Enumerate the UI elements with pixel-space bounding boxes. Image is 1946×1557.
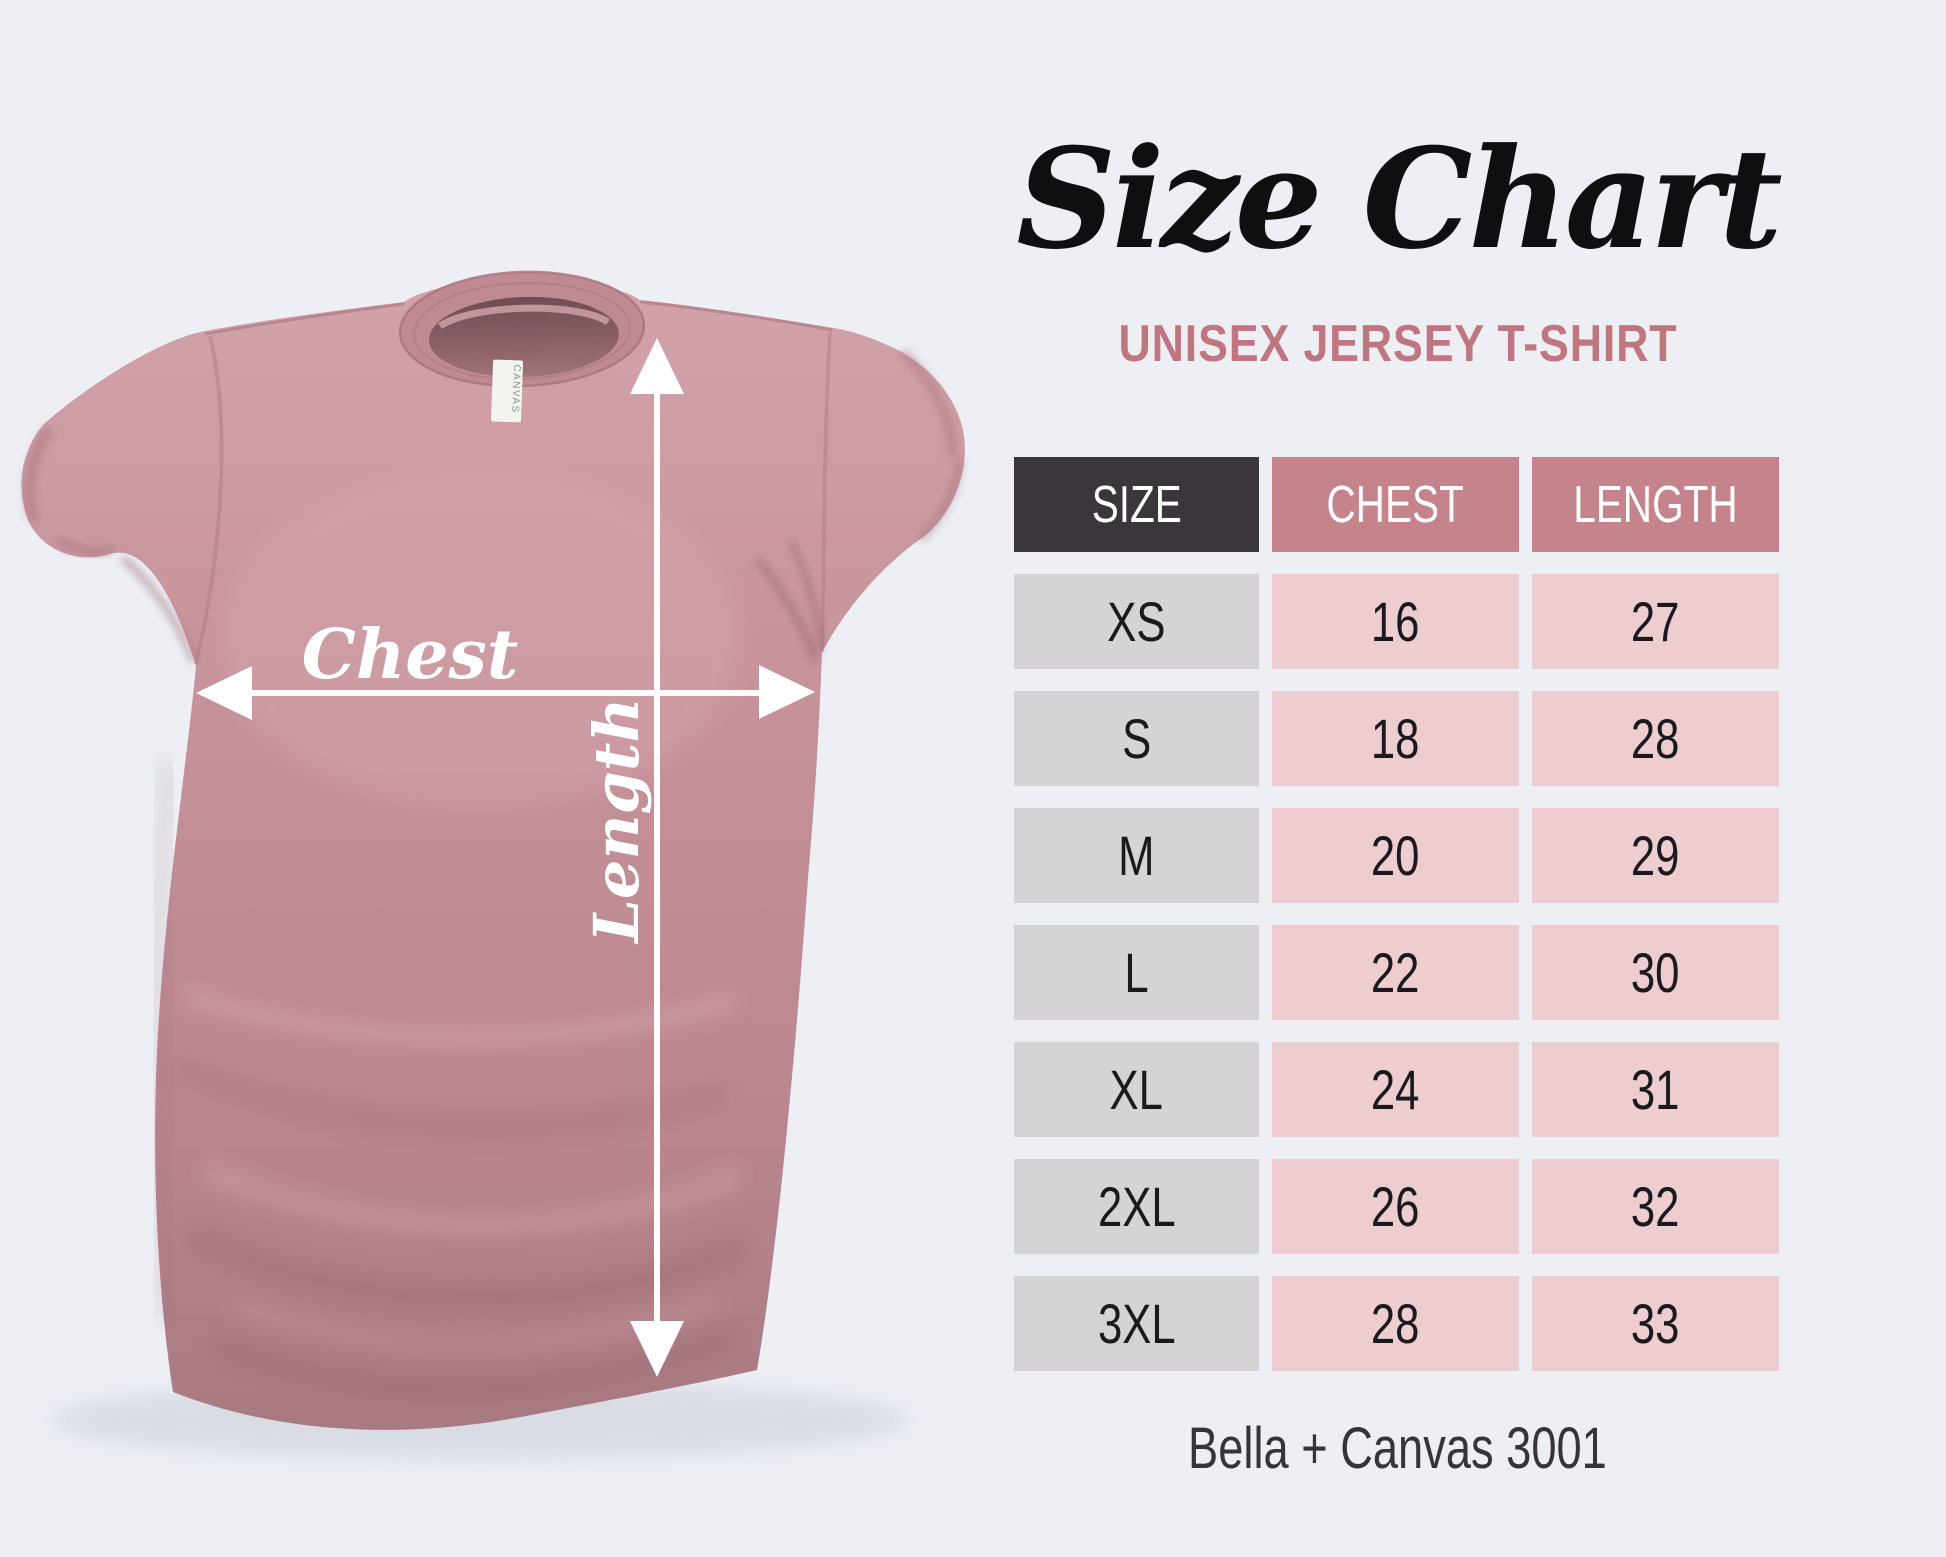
wrinkle	[151, 759, 176, 1321]
col-header-length: LENGTH	[1532, 457, 1779, 552]
footer-note: Bella + Canvas 3001	[1188, 1416, 1607, 1481]
fabric-highlight	[220, 470, 740, 810]
length-measure-label: Length	[580, 697, 653, 944]
size-cell: 2XL	[1014, 1159, 1259, 1254]
size-cell: XS	[1014, 574, 1259, 669]
subtitle: UNISEX JERSEY T-SHIRT	[1117, 315, 1677, 373]
col-header-chest: CHEST	[1272, 457, 1519, 552]
size-table: SIZE CHEST LENGTH XS 16 27 S 18 28 M 20 29 L 22 30 X…	[1014, 457, 1781, 1371]
length-cell: 28	[1532, 691, 1779, 786]
cuff-fold-right	[898, 348, 958, 457]
chest-measure-label: Chest	[302, 615, 519, 695]
wrinkle	[184, 1224, 749, 1310]
size-chart-panel: Size Chart UNISEX JERSEY T-SHIRT SIZE CH…	[1014, 0, 1783, 1481]
wrinkle	[233, 1295, 720, 1350]
wrinkle	[171, 1057, 727, 1136]
cuff-fold-left	[23, 424, 55, 525]
length-cell: 31	[1532, 1042, 1779, 1137]
col-header-size: SIZE	[1014, 457, 1259, 552]
length-cell: 29	[1532, 808, 1779, 903]
chest-arrow	[196, 665, 815, 720]
chest-cell: 28	[1272, 1276, 1519, 1371]
chest-cell: 26	[1272, 1159, 1519, 1254]
neck-tag: CANVAS	[491, 359, 524, 423]
chest-cell: 16	[1272, 574, 1519, 669]
page-title: Size Chart	[1016, 117, 1782, 280]
size-cell: M	[1014, 808, 1259, 903]
size-cell: XL	[1014, 1042, 1259, 1137]
shoulder-seam-left	[204, 302, 405, 336]
collar-opening	[429, 296, 619, 378]
chest-cell: 18	[1272, 691, 1519, 786]
wrinkle	[183, 989, 737, 1043]
wrinkle	[787, 538, 824, 651]
length-cell: 27	[1532, 574, 1779, 669]
size-cell: 3XL	[1014, 1276, 1259, 1371]
cuff-fold-right-2	[917, 459, 964, 543]
armhole-seam-left	[194, 335, 224, 665]
neck-tag-text: CANVAS	[509, 364, 522, 414]
tshirt-photo: CANVAS Chest Length	[21, 270, 965, 1460]
size-cell: L	[1014, 925, 1259, 1020]
chest-cell: 22	[1272, 925, 1519, 1020]
chest-cell: 24	[1272, 1042, 1519, 1137]
collar-seam	[398, 270, 646, 388]
collar-inner-seam	[413, 281, 631, 381]
length-arrow	[630, 338, 684, 1377]
length-cell: 30	[1532, 925, 1779, 1020]
chest-cell: 20	[1272, 808, 1519, 903]
collar-back-highlight	[438, 304, 610, 329]
cuff-fold-left-2	[55, 536, 116, 556]
wrinkle	[119, 554, 198, 664]
length-cell: 32	[1532, 1159, 1779, 1254]
wrinkle	[754, 557, 821, 664]
length-cell: 33	[1532, 1276, 1779, 1371]
armhole-seam-right	[820, 331, 832, 653]
wrinkle	[202, 1163, 743, 1232]
shoulder-seam-right	[639, 300, 833, 332]
size-cell: S	[1014, 691, 1259, 786]
